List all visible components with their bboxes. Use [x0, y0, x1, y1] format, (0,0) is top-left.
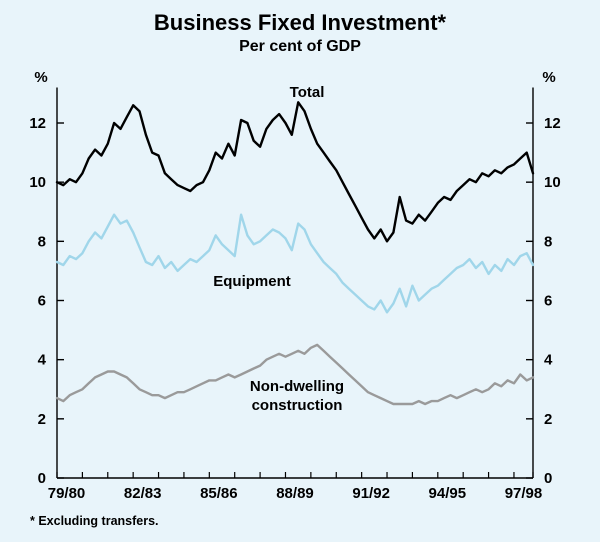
series-equipment — [55, 213, 535, 314]
annotation-non-dwelling-line1: Non-dwelling — [250, 378, 344, 395]
y-tick-label-right: 10 — [544, 174, 561, 191]
y-tick-label-right: 0 — [544, 470, 552, 487]
x-tick-label: 94/95 — [429, 485, 467, 502]
y-tick-label-right: 12 — [544, 115, 561, 132]
y-tick-label-right: 4 — [544, 352, 553, 369]
annotation-total: Total — [290, 84, 325, 101]
x-tick-label: 97/98 — [505, 485, 543, 502]
x-tick-label: 82/83 — [124, 485, 162, 502]
y-tick-label-left: 0 — [38, 470, 46, 487]
annotation-non-dwelling-line2: construction — [252, 397, 343, 414]
y-tick-label-left: 4 — [38, 352, 47, 369]
series-non-dwelling-construction — [55, 343, 535, 406]
x-tick-label: 88/89 — [276, 485, 314, 502]
y-tick-label-left: 12 — [29, 115, 46, 132]
y-tick-label-left: 8 — [38, 233, 46, 250]
chart-title: Business Fixed Investment* — [153, 10, 447, 35]
series-total — [55, 101, 535, 243]
y-tick-label-right: 2 — [544, 411, 552, 428]
y-axis-unit-left: % — [34, 69, 47, 86]
y-tick-label-right: 6 — [544, 293, 552, 310]
chart-subtitle: Per cent of GDP — [239, 38, 361, 55]
y-tick-label-left: 2 — [38, 411, 46, 428]
x-tick-label: 85/86 — [200, 485, 238, 502]
x-tick-label: 79/80 — [48, 485, 86, 502]
plot-layer: 0 0 2 2 4 4 6 6 8 8 10 10 12 12 79/80 82/83 85/86 88/89 91… — [29, 87, 561, 502]
y-tick-label-right: 8 — [544, 233, 552, 250]
y-tick-label-left: 6 — [38, 293, 46, 310]
y-axis-unit-right: % — [542, 69, 555, 86]
y-tick-label-left: 10 — [29, 174, 46, 191]
x-tick-label: 91/92 — [352, 485, 390, 502]
footnote: * Excluding transfers. — [30, 514, 159, 528]
annotation-equipment: Equipment — [213, 273, 291, 290]
